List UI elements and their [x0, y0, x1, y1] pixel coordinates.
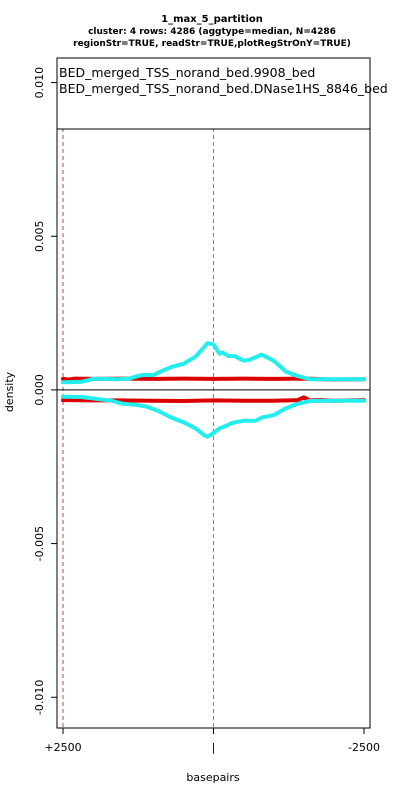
- y-axis-label: density: [3, 371, 16, 412]
- plot-area: [57, 58, 370, 728]
- x-axis-label: basepairs: [186, 771, 240, 784]
- series-2-lower-line: [61, 394, 366, 439]
- axes: +2500 | -2500 -0.010 -0.005 0.000 0.005 0.010: [33, 67, 380, 754]
- legend-entry-1: BED_merged_TSS_norand_bed.9908_bed: [59, 65, 315, 80]
- legend-box: [56, 57, 371, 130]
- legend-entry-2: BED_merged_TSS_norand_bed.DNase1HS_8846_…: [59, 81, 388, 96]
- x-tick-label-2: -2500: [348, 741, 380, 754]
- chart-title: 1_max_5_partition: [161, 14, 263, 25]
- x-tick-label-1: |: [212, 741, 216, 754]
- y-tick-label-2: 0.000: [33, 374, 46, 406]
- y-tick-label-0: -0.010: [33, 680, 46, 715]
- y-tick-label-3: 0.005: [33, 221, 46, 253]
- y-tick-label-1: -0.005: [33, 526, 46, 561]
- legend: BED_merged_TSS_norand_bed.9908_bed BED_m…: [56, 57, 388, 130]
- chart-subtitle-line-2: regionStr=TRUE, readStr=TRUE,plotRegStrO…: [73, 39, 351, 49]
- chart-subtitle-line-1: cluster: 4 rows: 4286 (aggtype=median, N…: [88, 27, 336, 37]
- series-2-upper-line: [61, 341, 366, 385]
- y-tick-label-4: 0.010: [33, 67, 46, 99]
- x-tick-label-0: +2500: [44, 741, 81, 754]
